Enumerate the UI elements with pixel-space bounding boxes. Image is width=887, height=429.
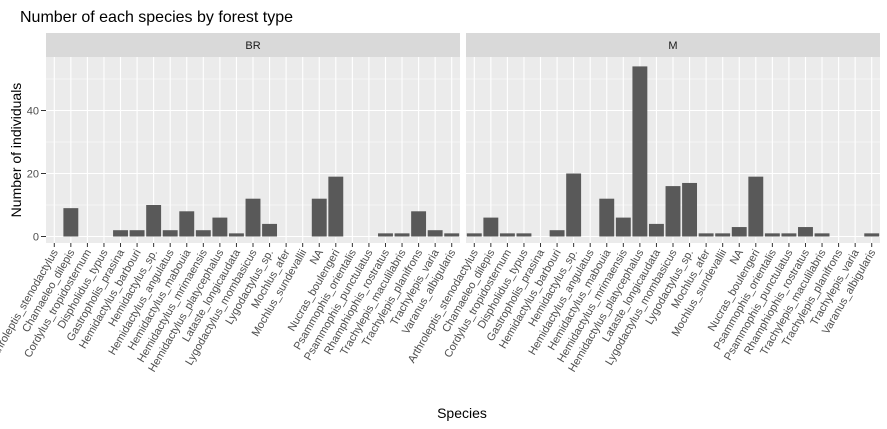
bar	[483, 217, 499, 237]
facet-strip-label: BR	[245, 40, 260, 52]
y-tick-label: 40	[27, 106, 39, 118]
bar	[731, 227, 747, 237]
bar	[378, 233, 393, 237]
bar	[698, 233, 714, 237]
facet-panel-m: MArthroleptis_stenodactylusChamaeleo_dil…	[406, 33, 880, 374]
bar	[195, 230, 211, 237]
bar	[444, 233, 460, 237]
bar	[212, 217, 228, 237]
bar	[394, 233, 410, 237]
bar	[499, 233, 515, 237]
bar	[466, 233, 482, 237]
bar	[129, 230, 145, 237]
bar	[632, 66, 648, 237]
chart-title: Number of each species by forest type	[20, 9, 293, 26]
bar	[245, 198, 261, 237]
bar	[311, 198, 327, 237]
bar	[549, 230, 565, 237]
bar	[864, 233, 880, 237]
bar	[162, 230, 178, 237]
facet-strip	[46, 33, 460, 57]
facet-strip-label: M	[668, 40, 677, 52]
y-axis: 0 20 40	[27, 106, 46, 244]
bar	[262, 223, 278, 237]
x-axis-title: Species	[437, 405, 487, 421]
y-tick-label: 0	[33, 232, 39, 244]
bar	[228, 233, 244, 237]
bar	[764, 233, 780, 237]
bar	[615, 217, 631, 237]
bar	[715, 233, 731, 237]
bar	[748, 176, 764, 237]
bar	[516, 233, 532, 237]
y-axis-title: Number of individuals	[8, 83, 24, 218]
facet-panel-br: BRArthroleptis_stenodactylusChamaeleo_di…	[0, 33, 460, 374]
bar	[113, 230, 128, 237]
y-tick-label: 20	[27, 169, 39, 181]
bar	[798, 227, 813, 237]
facet-panels: BRArthroleptis_stenodactylusChamaeleo_di…	[0, 33, 880, 374]
bar	[665, 186, 681, 237]
bar	[63, 208, 79, 237]
bar	[781, 233, 797, 237]
bar	[411, 211, 427, 237]
bar	[599, 198, 615, 237]
bar	[146, 205, 162, 237]
facet-strip	[466, 33, 880, 57]
bar	[328, 176, 344, 237]
bar	[179, 211, 195, 237]
bar	[682, 182, 698, 237]
bar	[566, 173, 582, 237]
bar	[814, 233, 830, 237]
bar	[427, 230, 443, 237]
bar	[648, 223, 664, 237]
